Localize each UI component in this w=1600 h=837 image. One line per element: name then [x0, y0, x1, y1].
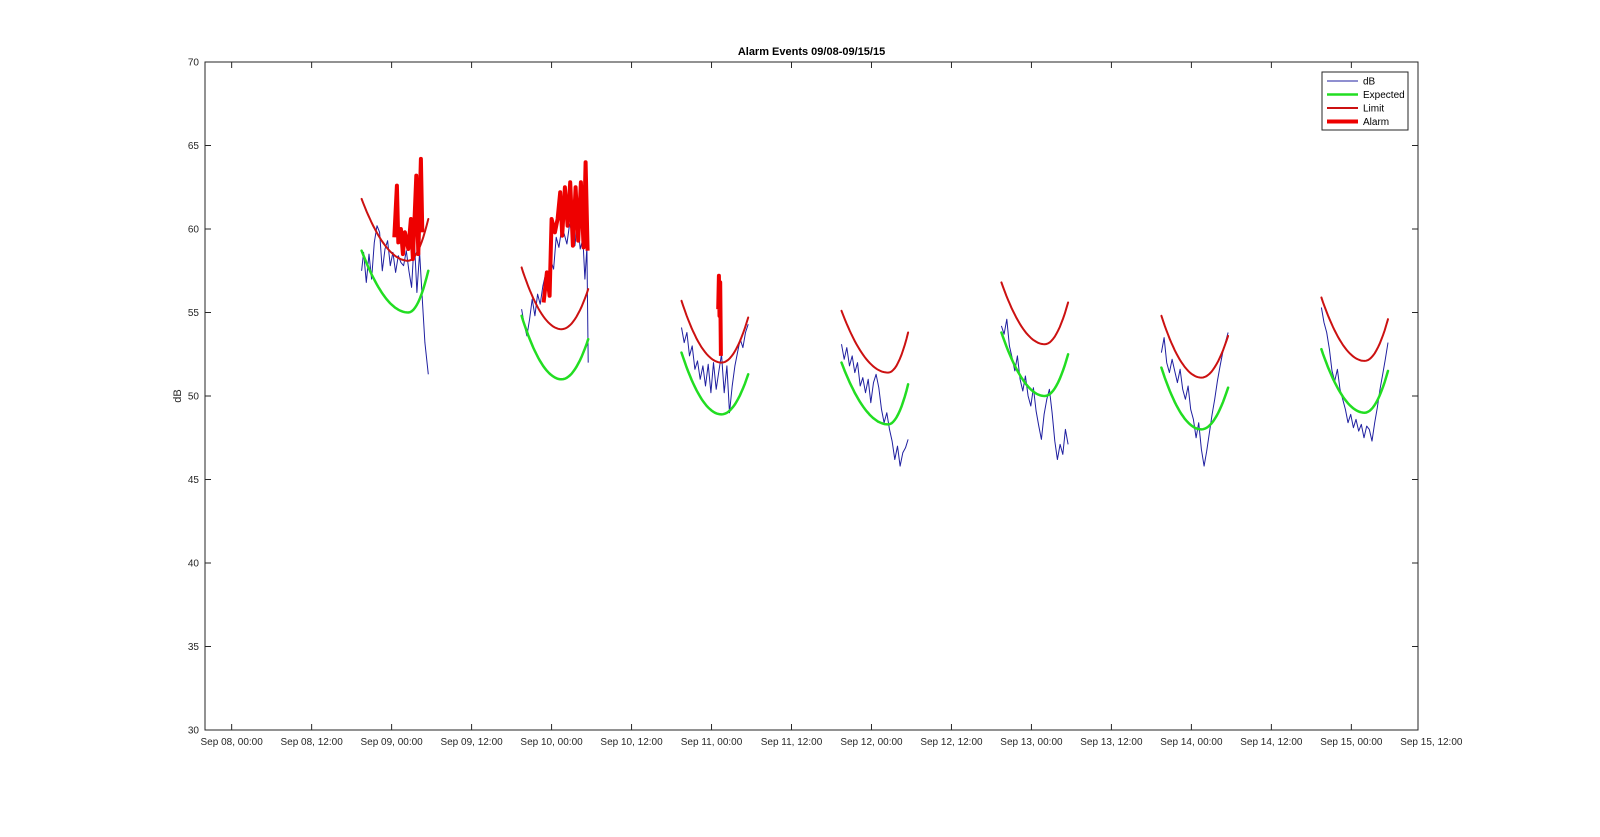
y-tick-label: 40	[188, 559, 200, 570]
y-axis-label: dB	[172, 389, 184, 402]
series-limit-line	[1160, 314, 1230, 379]
x-tick-label: Sep 12, 00:00	[840, 737, 903, 748]
series-alarm-line	[716, 273, 723, 356]
series-limit-line	[840, 309, 910, 374]
y-tick-label: 65	[188, 141, 200, 152]
series-limit-line	[680, 299, 750, 364]
chart-title: Alarm Events 09/08-09/15/15	[738, 46, 885, 58]
segment-4	[840, 309, 910, 467]
segment-5	[1000, 281, 1070, 460]
x-tick-label: Sep 14, 00:00	[1160, 737, 1223, 748]
series-expected-line	[1160, 366, 1230, 431]
x-tick-label: Sep 11, 12:00	[761, 737, 823, 748]
segment-2	[520, 160, 590, 381]
segment-7	[1320, 296, 1390, 442]
legend-label-expected: Expected	[1363, 90, 1405, 101]
series-db-line	[1160, 332, 1229, 467]
x-tick-label: Sep 09, 12:00	[440, 737, 503, 748]
y-tick-label: 35	[188, 642, 200, 653]
series-alarm-line	[392, 156, 425, 262]
x-tick-label: Sep 15, 00:00	[1320, 737, 1383, 748]
axes-box	[204, 61, 1419, 731]
x-tick-label: Sep 13, 12:00	[1080, 737, 1143, 748]
y-tick-label: 70	[188, 58, 200, 69]
series-alarm-line	[541, 160, 590, 303]
y-tick-label: 50	[188, 392, 200, 403]
segment-3	[680, 273, 750, 416]
legend: dB Expected Limit Alarm	[1321, 71, 1409, 131]
plot-area: 30 35 40 45 50 55 60 65 70 Sep 08, 00:00 Sep 08, 1…	[188, 58, 1463, 749]
y-tick-label: 55	[188, 308, 200, 319]
y-tick-label: 60	[188, 225, 200, 236]
legend-label-limit: Limit	[1363, 104, 1384, 115]
series-limit-line	[1000, 281, 1070, 346]
series-expected-line	[520, 314, 590, 381]
series-expected-line	[680, 351, 750, 416]
series-db-line	[841, 344, 909, 467]
series-db-line	[1320, 307, 1389, 442]
legend-label-db: dB	[1363, 77, 1376, 88]
y-tick-label: 30	[188, 726, 200, 737]
x-tick-label: Sep 10, 12:00	[600, 737, 663, 748]
x-tick-label: Sep 09, 00:00	[360, 737, 423, 748]
y-tick-label: 45	[188, 475, 200, 486]
x-tick-label: Sep 15, 12:00	[1400, 737, 1463, 748]
series-expected-line	[1000, 331, 1070, 398]
series-expected-line	[360, 249, 430, 314]
x-tick-label: Sep 11, 00:00	[681, 737, 743, 748]
series-expected-line	[840, 361, 910, 426]
legend-label-alarm: Alarm	[1363, 117, 1389, 128]
x-tick-label: Sep 13, 00:00	[1000, 737, 1063, 748]
x-tick-label: Sep 08, 00:00	[201, 737, 264, 748]
segment-6	[1160, 314, 1230, 467]
series-expected-line	[1320, 347, 1390, 414]
x-tick-label: Sep 10, 00:00	[520, 737, 583, 748]
segment-1	[360, 156, 430, 375]
x-tick-label: Sep 14, 12:00	[1240, 737, 1303, 748]
series-limit-line	[520, 266, 590, 331]
series-db-line	[681, 324, 749, 414]
x-tick-label: Sep 08, 12:00	[280, 737, 343, 748]
x-tick-label: Sep 12, 12:00	[920, 737, 983, 748]
series-limit-line	[1320, 296, 1389, 362]
